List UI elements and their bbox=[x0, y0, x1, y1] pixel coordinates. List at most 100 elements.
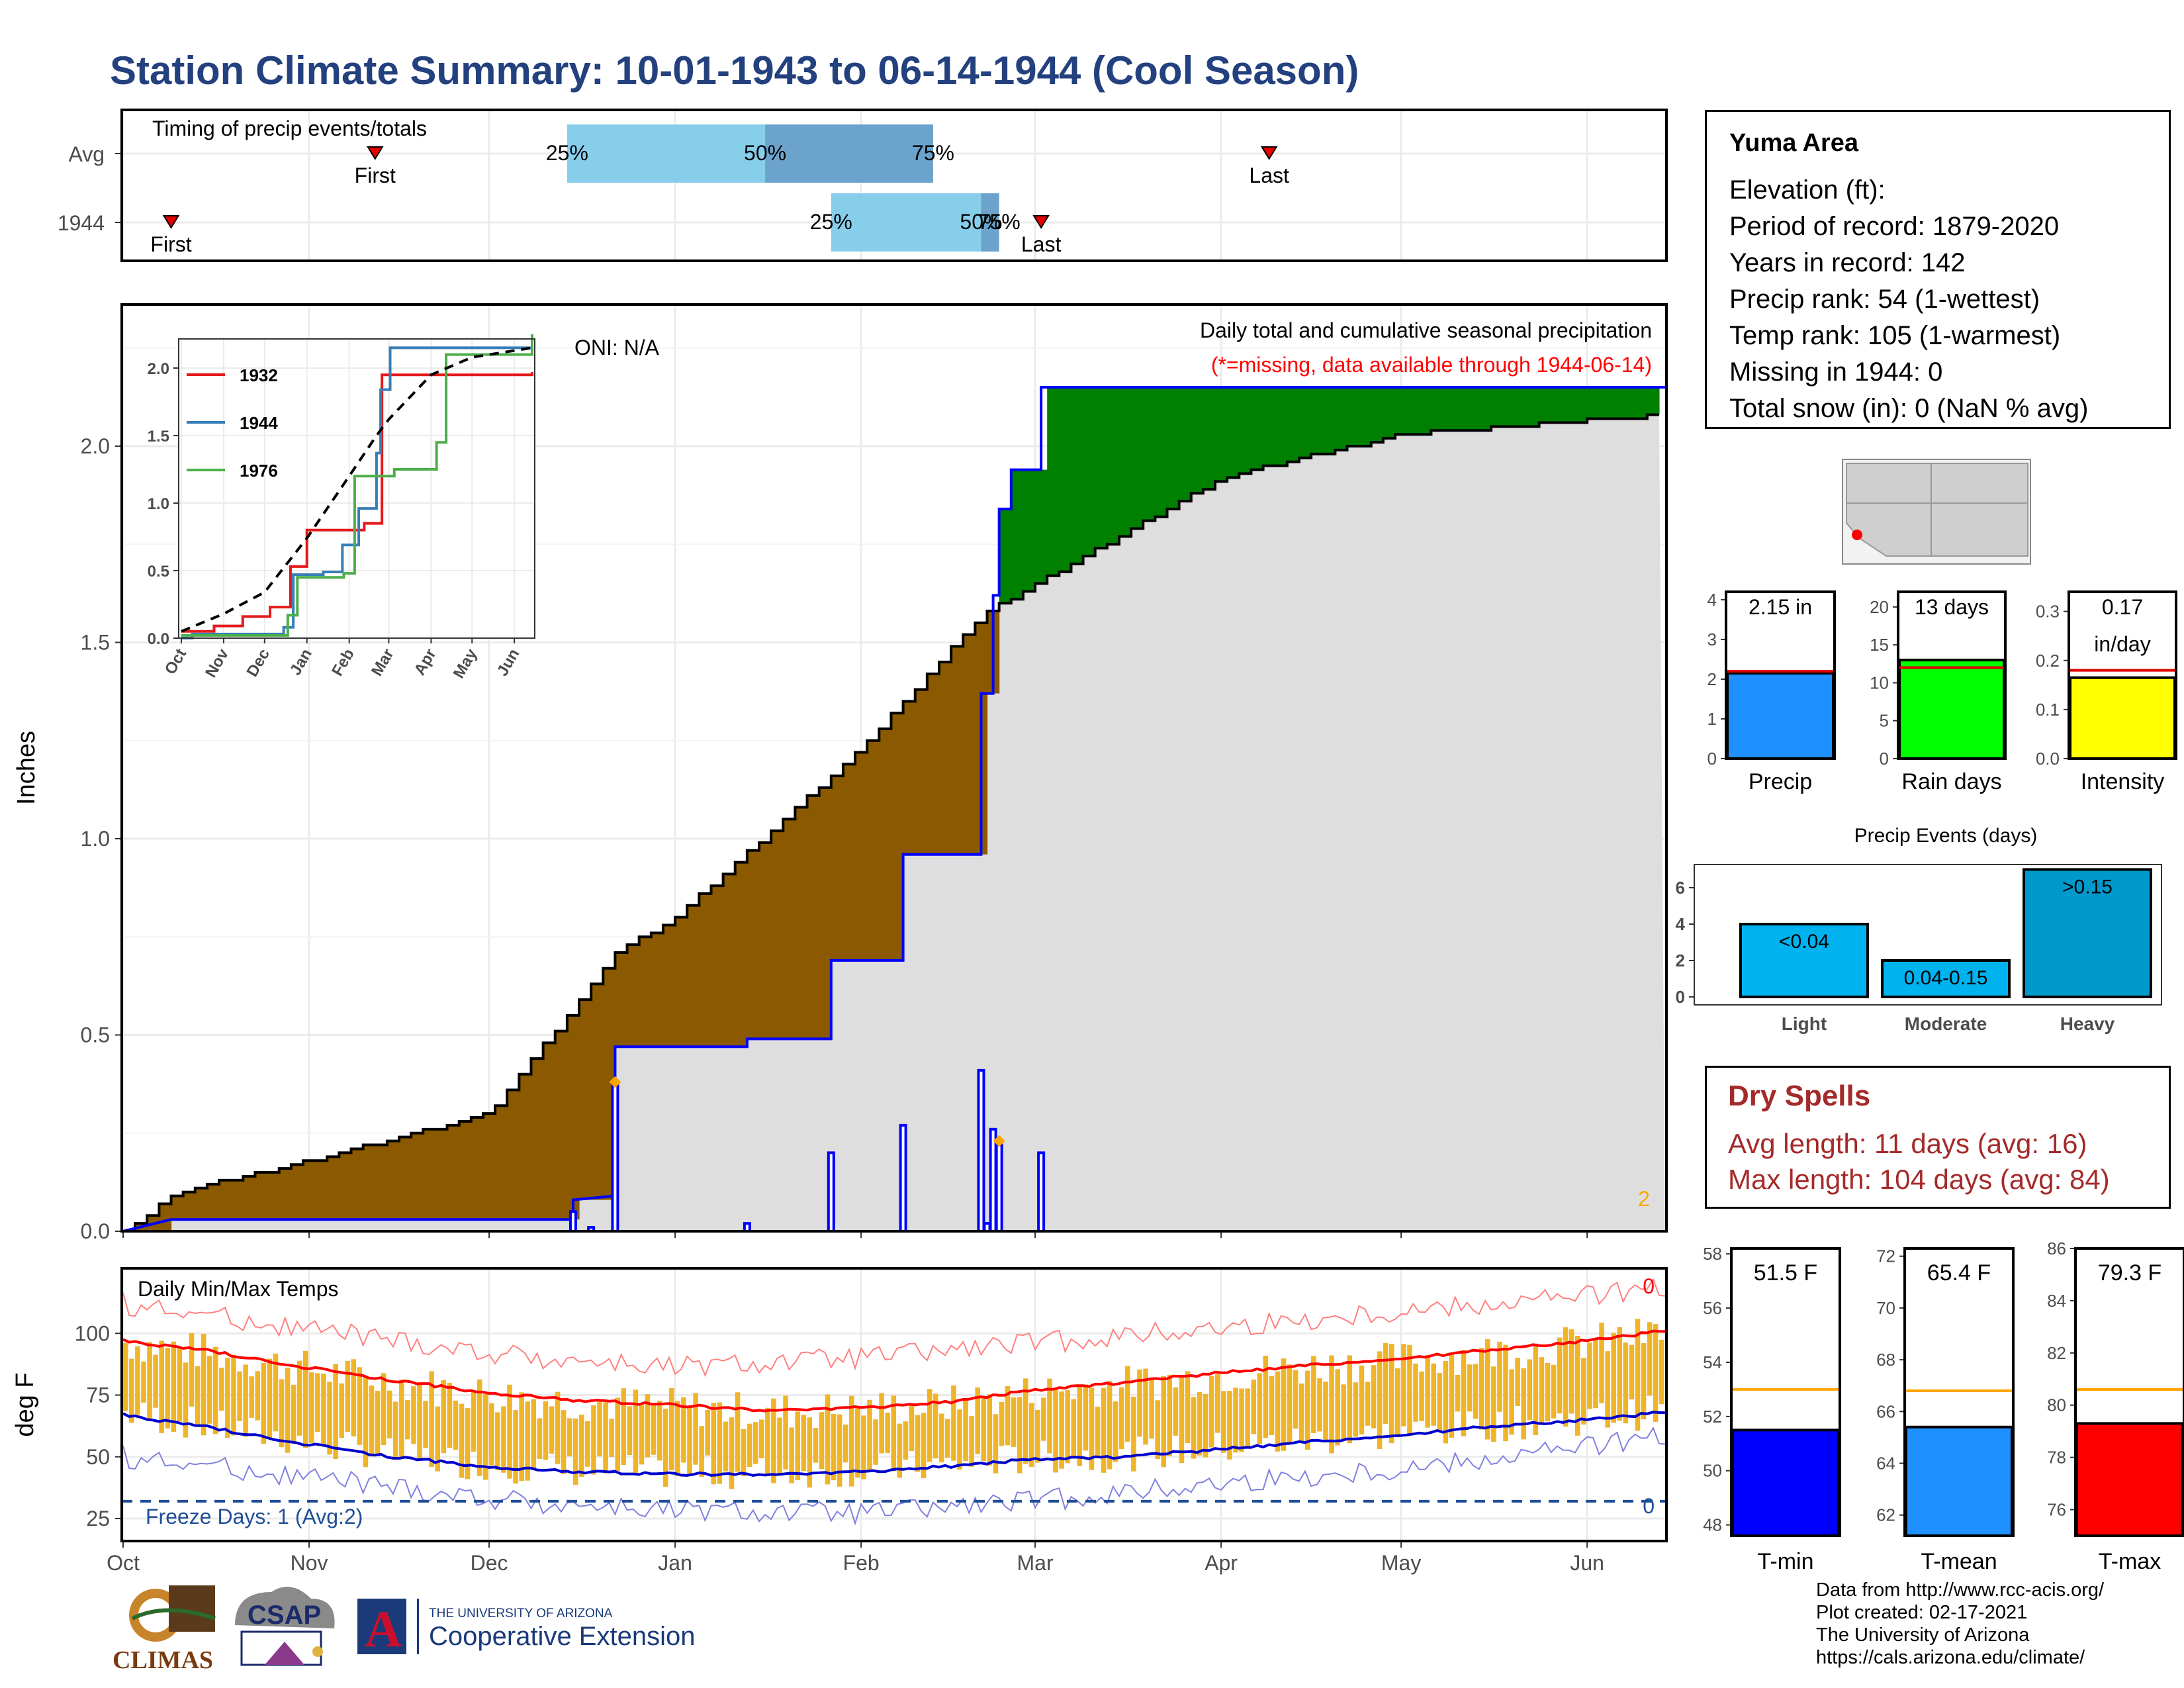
tbar-y-tick-label: 78 bbox=[2047, 1448, 2066, 1468]
surplus-area bbox=[1143, 387, 1156, 521]
surplus-area bbox=[1419, 387, 1432, 435]
daily-temp-bar bbox=[219, 1368, 224, 1411]
daily-temp-bar bbox=[1353, 1382, 1359, 1437]
freeze-days-label: Freeze Days: 1 (Avg:2) bbox=[146, 1505, 363, 1528]
daily-temp-bar bbox=[1431, 1363, 1436, 1426]
daily-temp-bar bbox=[1497, 1341, 1502, 1412]
daily-temp-bar bbox=[135, 1346, 140, 1415]
daily-temp-bar bbox=[579, 1415, 584, 1477]
daily-temp-bar bbox=[567, 1418, 572, 1457]
temp-panel-label: Daily Min/Max Temps bbox=[138, 1277, 338, 1301]
tbar-y-tick-label: 50 bbox=[1703, 1461, 1722, 1481]
event-bar-label: 0.04-0.15 bbox=[1904, 967, 1988, 989]
daily-temp-bar bbox=[381, 1373, 387, 1446]
daily-temp-bar bbox=[1377, 1351, 1383, 1450]
last-event-marker bbox=[1032, 215, 1050, 229]
daily-temp-bar bbox=[1587, 1342, 1592, 1409]
daily-temp-bar bbox=[999, 1401, 1005, 1446]
mini-chart-label: Precip bbox=[1749, 769, 1812, 794]
deficit-area bbox=[591, 984, 604, 1200]
mini-y-tick-label: 0.1 bbox=[2036, 700, 2060, 720]
footer-created: Plot created: 02-17-2021 bbox=[1816, 1602, 2028, 1623]
inset-y-tick-label: 1.0 bbox=[148, 495, 169, 513]
daily-temp-bar bbox=[1599, 1323, 1604, 1403]
daily-temp-bar bbox=[1095, 1406, 1101, 1456]
events-title: Precip Events (days) bbox=[1854, 825, 2038, 847]
daily-temp-bar bbox=[489, 1403, 494, 1466]
surplus-area bbox=[1083, 387, 1096, 557]
daily-temp-bar bbox=[1347, 1355, 1353, 1444]
mini-bar-Intensity bbox=[2069, 676, 2176, 760]
dry-spells-max: Max length: 104 days (avg: 84) bbox=[1728, 1164, 2110, 1195]
event-bar-Light bbox=[1739, 923, 1869, 998]
surplus-area bbox=[1191, 387, 1204, 494]
deficit-area bbox=[459, 1121, 472, 1220]
daily-temp-bar bbox=[1641, 1343, 1647, 1420]
daily-temp-bar bbox=[945, 1419, 950, 1458]
surplus-area bbox=[1107, 387, 1120, 545]
mini-chart-label: Intensity bbox=[2081, 769, 2165, 794]
deficit-area bbox=[195, 1188, 208, 1220]
mini-y-tick-label: 5 bbox=[1880, 711, 1889, 731]
daily-temp-bar bbox=[315, 1373, 320, 1432]
daily-temp-bar bbox=[339, 1383, 344, 1438]
deficit-area bbox=[867, 740, 880, 961]
daily-temp-bar bbox=[1047, 1378, 1052, 1454]
daily-temp-bar bbox=[825, 1394, 831, 1485]
deficit-area bbox=[699, 894, 712, 1047]
daily-temp-bar bbox=[987, 1394, 993, 1466]
temp-y-tick-label: 100 bbox=[75, 1321, 110, 1345]
daily-temp-bar bbox=[572, 1418, 578, 1485]
daily-temp-bar bbox=[471, 1391, 477, 1452]
daily-temp-bar bbox=[789, 1427, 794, 1483]
deficit-area bbox=[771, 831, 784, 1039]
mini-y-tick-label: 0.2 bbox=[2036, 651, 2060, 671]
daily-temp-bar bbox=[1371, 1365, 1377, 1429]
q25-label: 25% bbox=[546, 141, 588, 165]
deficit-area bbox=[903, 701, 916, 855]
daily-temp-bar bbox=[1065, 1390, 1070, 1464]
daily-temp-bar bbox=[369, 1385, 375, 1457]
daily-temp-bar bbox=[399, 1380, 404, 1458]
daily-temp-bar bbox=[1011, 1397, 1017, 1447]
mini-y-tick-label: 0 bbox=[1707, 749, 1717, 769]
daily-precip-bar bbox=[977, 1068, 985, 1233]
surplus-area bbox=[1383, 387, 1396, 439]
daily-temp-bar bbox=[975, 1387, 980, 1454]
surplus-area bbox=[1047, 387, 1060, 576]
precip-rank: Precip rank: 54 (1-wettest) bbox=[1729, 285, 2040, 314]
deficit-area bbox=[543, 1043, 556, 1220]
tbar-y-tick-label: 72 bbox=[1876, 1246, 1895, 1266]
footer-credits: Data from http://www.rcc-acis.org/ Plot … bbox=[1816, 1579, 2104, 1669]
daily-temp-bar bbox=[1533, 1343, 1539, 1436]
daily-temp-bar bbox=[531, 1399, 537, 1471]
precip-y-tick-label: 1.5 bbox=[81, 631, 110, 655]
events-y-tick-label: 6 bbox=[1676, 878, 1685, 898]
daily-temp-bar bbox=[1137, 1369, 1142, 1437]
daily-temp-bar bbox=[1185, 1371, 1191, 1444]
surplus-area bbox=[1155, 387, 1168, 517]
inset-series-1932 bbox=[181, 372, 533, 633]
surplus-area bbox=[1023, 469, 1036, 592]
deficit-area bbox=[842, 764, 856, 961]
deficit-area bbox=[927, 673, 940, 855]
precip-y-axis-label: Inches bbox=[13, 731, 40, 805]
temp-x-tick-label: Nov bbox=[291, 1551, 328, 1575]
mini-chart-frame bbox=[1725, 590, 1836, 760]
daily-temp-bar bbox=[1329, 1355, 1334, 1454]
first-event-marker bbox=[162, 215, 180, 229]
deficit-area bbox=[747, 850, 760, 1039]
daily-temp-bar bbox=[1388, 1344, 1394, 1444]
daily-temp-bar bbox=[1118, 1387, 1124, 1450]
daily-precip-bar bbox=[899, 1123, 907, 1233]
daily-temp-bar bbox=[141, 1361, 146, 1403]
daily-temp-bar bbox=[1035, 1409, 1040, 1463]
arizona-shape bbox=[1846, 463, 2028, 557]
daily-temp-bar bbox=[417, 1382, 422, 1459]
daily-temp-bar bbox=[129, 1358, 134, 1423]
inset-frame bbox=[178, 338, 535, 639]
q50-q75-band bbox=[765, 124, 933, 183]
daily-temp-bar bbox=[921, 1413, 927, 1478]
daily-temp-bar bbox=[819, 1412, 825, 1470]
q25-label: 25% bbox=[810, 210, 852, 234]
